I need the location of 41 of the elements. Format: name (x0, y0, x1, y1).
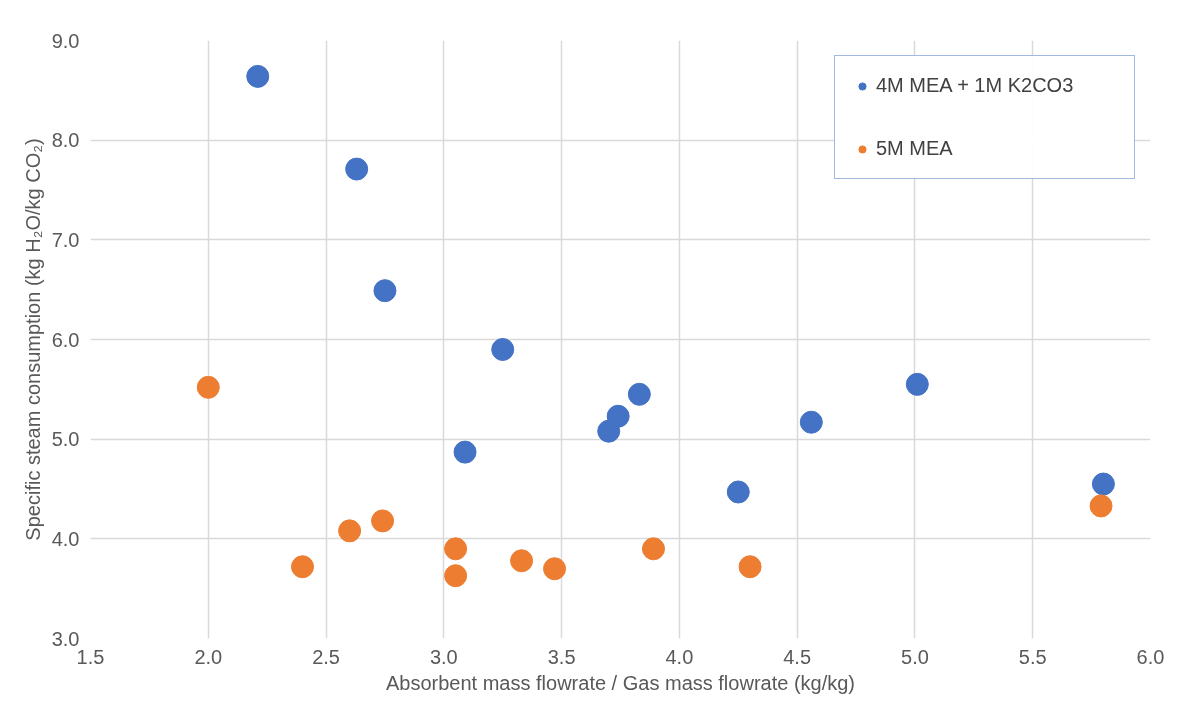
point (371, 509, 395, 533)
point (726, 480, 750, 504)
x-tick-label: 2.0 (194, 645, 223, 668)
x-tick-label: 4.5 (783, 645, 812, 668)
point (291, 555, 314, 579)
point (606, 404, 630, 428)
x-tick-label: 3.0 (429, 645, 458, 668)
point (641, 537, 665, 561)
x-tick-label: 5.0 (901, 645, 929, 668)
y-axis-title: Specific steam consumption (kg H₂O/kg CO₂) (21, 138, 44, 541)
point (196, 375, 220, 399)
legend-label: 4M MEA + 1M K2CO3 (876, 74, 1075, 97)
x-tick-label: 6.0 (1136, 645, 1165, 668)
x-tick-label: 5.5 (1018, 645, 1047, 668)
y-tick-label: 4.0 (51, 527, 80, 550)
point (905, 372, 929, 396)
point (444, 564, 468, 588)
point (453, 440, 477, 464)
point (1089, 494, 1113, 518)
y-tick-label: 5.0 (51, 428, 80, 451)
x-axis-title: Absorbent mass flowrate / Gas mass flowrate (kg/kg) (385, 671, 856, 694)
point (491, 337, 515, 361)
y-tick-label: 6.0 (51, 328, 80, 351)
point (338, 519, 362, 543)
y-tick-label: 9.0 (51, 29, 80, 52)
x-tick-label: 2.5 (312, 645, 340, 668)
point (543, 557, 567, 581)
y-tick-label: 8.0 (51, 129, 80, 152)
point (444, 537, 468, 561)
point (738, 555, 762, 579)
x-tick-label: 3.5 (547, 645, 576, 668)
y-tick-label: 7.0 (51, 228, 80, 251)
point (627, 382, 651, 406)
point (345, 157, 369, 181)
point (373, 279, 397, 303)
x-tick-label: 4.0 (665, 645, 694, 668)
point (510, 549, 534, 573)
point (246, 64, 270, 88)
point (1091, 472, 1115, 496)
legend-label: 5M MEA (876, 137, 954, 160)
point (799, 410, 823, 434)
